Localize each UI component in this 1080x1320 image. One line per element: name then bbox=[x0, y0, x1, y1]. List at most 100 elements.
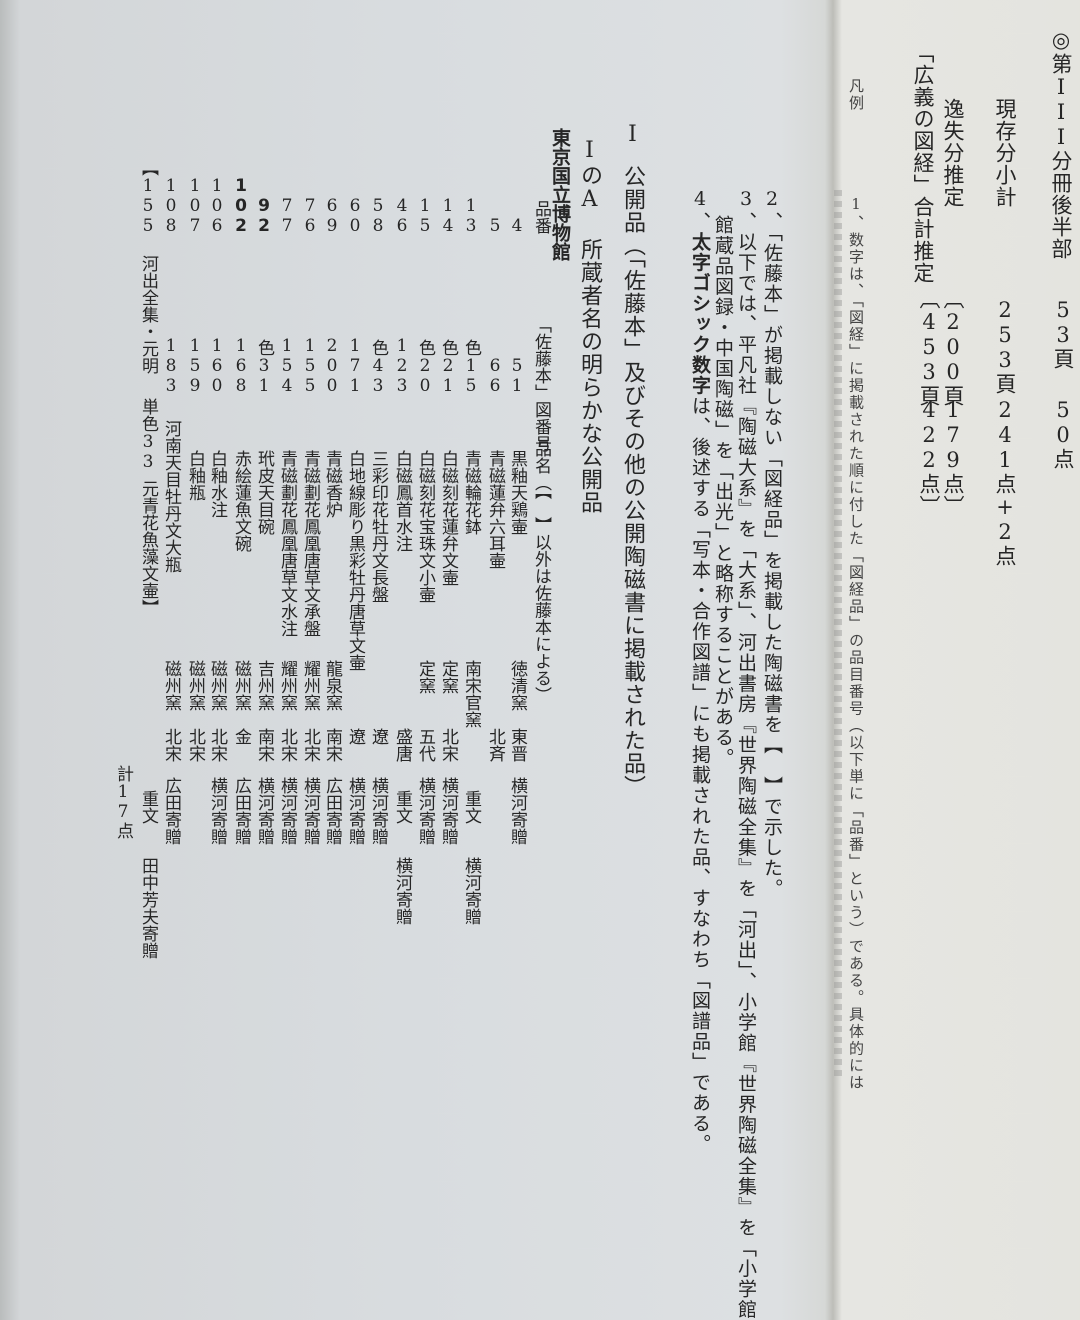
item-name: 青磁劃花鳳凰唐草文水注 bbox=[277, 450, 297, 637]
donor-remark: 田中芳夫寄贈 bbox=[138, 857, 158, 959]
item-name: 赤絵蓮魚文碗 bbox=[231, 450, 251, 552]
note-4: 4、太字ゴシック数字は、後述する「写本・合作図譜」にも掲載された品、すなわち「図… bbox=[689, 188, 711, 1155]
remark: 重文 bbox=[138, 790, 158, 824]
source-book: 河出全集・元明 bbox=[138, 255, 158, 374]
item-number: 76 bbox=[300, 196, 320, 236]
total-items: 422点〕 bbox=[917, 398, 941, 517]
remark: 横河寄贈 bbox=[277, 777, 297, 845]
remark: 横河寄贈 bbox=[254, 777, 274, 845]
item-name: 青磁劃花鳳凰唐草文承盤 bbox=[300, 450, 320, 637]
figure-number: 色31 bbox=[254, 339, 274, 396]
header-fig-no: 「佐藤本」図番号 bbox=[531, 316, 551, 452]
period: 遼 bbox=[368, 728, 388, 745]
kiln: 徳清窯 bbox=[507, 660, 527, 711]
item-number: 107 bbox=[185, 176, 205, 236]
remark: 広田寄贈 bbox=[231, 777, 251, 845]
page-gutter-text-blur bbox=[834, 190, 842, 1080]
item-name: 白釉水注 bbox=[207, 450, 227, 518]
lost-items: 179点〕 bbox=[941, 398, 965, 517]
item-number: 【155 bbox=[138, 159, 158, 236]
kiln: 南宋官窯 bbox=[461, 660, 481, 728]
museum-name: 東京国立博物館 bbox=[549, 128, 571, 261]
period: 北宋 bbox=[161, 728, 181, 762]
lost-pages: 〔200頁 bbox=[941, 288, 965, 407]
figure-number: 159 bbox=[185, 336, 205, 396]
period: 東晋 bbox=[507, 728, 527, 762]
item-number: 15 bbox=[415, 196, 435, 236]
item-name: 白磁刻花宝珠文小壷 bbox=[415, 450, 435, 603]
remark: 横河寄贈 bbox=[345, 777, 365, 845]
item-number: 46 bbox=[392, 196, 412, 236]
period: 五代 bbox=[415, 728, 435, 762]
section-number: I bbox=[620, 122, 645, 148]
item-name: 河南天目牡丹文大瓶 bbox=[161, 420, 181, 573]
header-item-no: 品番 bbox=[531, 200, 551, 234]
donor-remark: 横河寄贈 bbox=[392, 857, 412, 925]
item-number: 5 bbox=[485, 216, 505, 236]
item-number: 108 bbox=[161, 176, 181, 236]
period: 北宋 bbox=[277, 728, 297, 762]
note-4-bold-term: 太字ゴシック数字 bbox=[689, 232, 711, 396]
kiln: 磁州窯 bbox=[161, 660, 181, 711]
remark: 横河寄贈 bbox=[368, 777, 388, 845]
period: 遼 bbox=[345, 728, 365, 745]
hanrei-title: 凡例 bbox=[847, 78, 865, 112]
remark: 広田寄贈 bbox=[322, 777, 342, 845]
volume-pages: 53頁 bbox=[1051, 298, 1075, 370]
period: 北宋 bbox=[438, 728, 458, 762]
volume-items: 50点 bbox=[1051, 398, 1075, 470]
remark: 横河寄贈 bbox=[507, 777, 527, 845]
total-pages: 〔453頁 bbox=[917, 288, 941, 407]
figure-number: 単色33 bbox=[138, 398, 158, 472]
period: 南宋 bbox=[322, 728, 342, 762]
section-title: 公開品（「佐藤本」及びその他の公開陶磁書に掲載された品） bbox=[620, 165, 645, 798]
subtotal-items: 241点+2点 bbox=[993, 398, 1017, 567]
item-number: 77 bbox=[277, 196, 297, 236]
item-number: 60 bbox=[345, 196, 365, 236]
item-number: 92 bbox=[254, 196, 274, 236]
period: 北宋 bbox=[300, 728, 320, 762]
item-name: 青磁蓮弁六耳壷 bbox=[485, 450, 505, 569]
donor-remark: 横河寄贈 bbox=[461, 857, 481, 925]
period: 北宋 bbox=[185, 728, 205, 762]
kiln: 龍泉窯 bbox=[322, 660, 342, 711]
item-name: 玳皮天目碗 bbox=[254, 450, 274, 535]
item-name: 白磁刻花蓮弁文壷 bbox=[438, 450, 458, 586]
item-number: 4 bbox=[507, 216, 527, 236]
item-number: 106 bbox=[207, 176, 227, 236]
kiln: 磁州窯 bbox=[207, 660, 227, 711]
remark: 重文 bbox=[461, 790, 481, 824]
note-4-text: は、後述する「写本・合作図譜」にも掲載された品、すなわち「図譜品」である。 bbox=[689, 396, 711, 1155]
kiln: 吉州窯 bbox=[254, 660, 274, 711]
subsection-number: IのA bbox=[577, 138, 602, 213]
kiln: 磁州窯 bbox=[185, 660, 205, 711]
note-3-line-1: 3、以下では、平凡社『陶磁大系』を「大系」、河出書房『世界陶磁全集』を「河出」、… bbox=[735, 188, 757, 1320]
subtotal-pages: 253頁 bbox=[993, 298, 1017, 395]
item-number: 58 bbox=[368, 196, 388, 236]
figure-number: 123 bbox=[392, 336, 412, 396]
subtotal-label: 現存分小計 bbox=[993, 98, 1017, 208]
lost-label: 逸失分推定 bbox=[941, 98, 965, 208]
item-name: 三彩印花牡丹文長盤 bbox=[368, 450, 388, 603]
item-number: 14 bbox=[438, 196, 458, 236]
note-4-prefix: 4、 bbox=[689, 188, 711, 232]
figure-number: 168 bbox=[231, 336, 251, 396]
kiln: 耀州窯 bbox=[277, 660, 297, 711]
item-name: 白釉瓶 bbox=[185, 450, 205, 501]
period: 北宋 bbox=[207, 728, 227, 762]
figure-number: 51 bbox=[507, 356, 527, 396]
kiln: 定窯 bbox=[438, 660, 458, 694]
remark: 広田寄贈 bbox=[161, 777, 181, 845]
remark: 横河寄贈 bbox=[415, 777, 435, 845]
item-name: 黒釉天鶏壷 bbox=[507, 450, 527, 535]
figure-number: 160 bbox=[207, 336, 227, 396]
item-number: 13 bbox=[461, 196, 481, 236]
figure-number: 66 bbox=[485, 356, 505, 396]
kiln: 定窯 bbox=[415, 660, 435, 694]
figure-number: 色15 bbox=[461, 339, 481, 396]
figure-number: 171 bbox=[345, 336, 365, 396]
figure-number: 200 bbox=[322, 336, 342, 396]
table-total: 計17点 bbox=[113, 765, 133, 839]
figure-number: 154 bbox=[277, 336, 297, 396]
figure-number: 155 bbox=[300, 336, 320, 396]
